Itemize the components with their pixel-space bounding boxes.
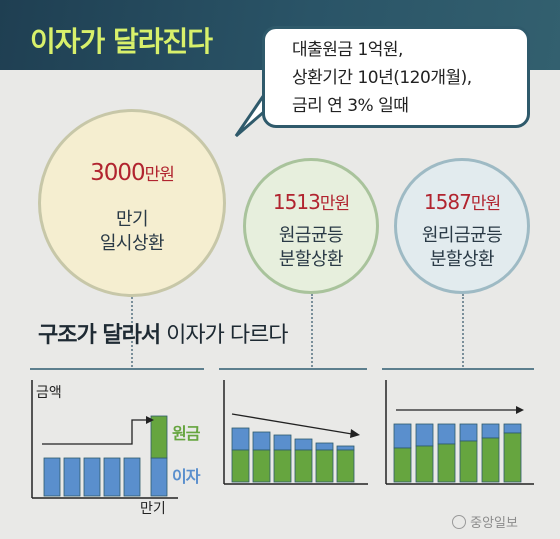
interest-bar: [150, 457, 168, 497]
chart-equal-principal: [223, 380, 368, 485]
y-axis-label: 금액: [36, 385, 62, 401]
section-rule: [30, 368, 204, 370]
section-title: 구조가 달라서 이자가 다르다: [38, 323, 289, 348]
chart-equal-installment: [385, 380, 534, 485]
legend-principal: 원금: [172, 424, 200, 443]
interest-bar: [336, 445, 355, 451]
interest-amount: 1587만원: [423, 190, 501, 214]
circle-lump-sum: 3000만원 만기 일시상환: [38, 109, 226, 297]
trend-arrow: [231, 413, 353, 435]
interest-bar: [393, 423, 412, 449]
section-rule: [219, 368, 367, 370]
principal-bar: [252, 449, 271, 483]
arrow-head: [350, 429, 360, 438]
principal-bar: [503, 432, 522, 483]
principal-bar: [150, 415, 168, 459]
condition-bubble: [262, 26, 530, 128]
trend-arrow: [42, 419, 146, 445]
interest-bar: [481, 423, 500, 439]
principal-bar: [481, 437, 500, 483]
connector-line: [311, 294, 313, 367]
interest-bar: [63, 457, 81, 497]
principal-bar: [294, 449, 313, 483]
principal-bar: [315, 449, 334, 483]
interest-bar: [103, 457, 121, 497]
infographic-title: 이자가 달라진다: [30, 25, 213, 58]
condition-line: 상환기간 10년(120개월),: [292, 68, 472, 88]
interest-bar: [294, 438, 313, 451]
interest-bar: [252, 431, 271, 451]
principal-bar: [437, 443, 456, 483]
principal-bar: [459, 440, 478, 483]
interest-bar: [123, 457, 141, 497]
condition-text: 대출원금 1억원, 상환기간 10년(120개월), 금리 연 3% 일때: [292, 36, 472, 120]
principal-bar: [393, 447, 412, 483]
principal-bar: [231, 449, 250, 483]
legend-interest: 이자: [172, 467, 200, 486]
section-rule: [382, 368, 534, 370]
interest-amount: 3000만원: [90, 160, 175, 186]
method-name: 원리금균등 분할상환: [421, 225, 503, 270]
principal-bar: [336, 449, 355, 483]
method-name: 만기 일시상환: [99, 209, 165, 254]
x-axis-label: 만기: [140, 501, 166, 517]
circle-equal-principal: 1513만원 원금균등 분할상환: [243, 158, 379, 294]
interest-bar: [415, 423, 434, 447]
publisher-credit: 중앙일보: [452, 512, 518, 531]
principal-bar: [415, 445, 434, 483]
interest-amount: 1513만원: [272, 190, 350, 214]
circle-equal-installment: 1587만원 원리금균등 분할상환: [394, 158, 530, 294]
arrow-head: [146, 416, 154, 424]
interest-bar: [83, 457, 101, 497]
interest-bar: [459, 423, 478, 442]
connector-line: [462, 294, 464, 367]
chart-lump-sum: [31, 380, 178, 499]
interest-bar: [503, 423, 522, 434]
principal-bar: [273, 449, 292, 483]
interest-bar: [315, 442, 334, 451]
interest-bar: [273, 434, 292, 451]
interest-bar: [43, 457, 61, 497]
condition-line: 금리 연 3% 일때: [292, 96, 409, 116]
interest-bar: [231, 427, 250, 451]
condition-line: 대출원금 1억원,: [292, 40, 403, 60]
connector-line: [131, 297, 133, 367]
publisher-logo-icon: [452, 514, 466, 529]
arrow-head: [516, 406, 524, 414]
method-name: 원금균등 분할상환: [278, 225, 344, 270]
interest-bar: [437, 423, 456, 445]
